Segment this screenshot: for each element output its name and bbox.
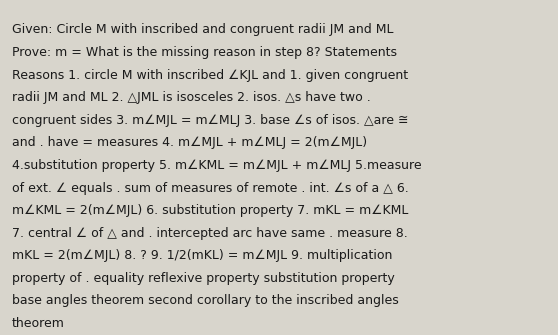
Text: theorem: theorem [12,317,65,330]
Text: m∠KML = 2(m∠MJL) 6. substitution property 7. mKL = m∠KML: m∠KML = 2(m∠MJL) 6. substitution propert… [12,204,408,217]
Text: Reasons 1. circle M with inscribed ∠KJL and 1. given congruent: Reasons 1. circle M with inscribed ∠KJL … [12,69,408,82]
Text: congruent sides 3. m∠MJL = m∠MLJ 3. base ∠s of isos. △are ≅: congruent sides 3. m∠MJL = m∠MLJ 3. base… [12,114,408,127]
Text: Given: Circle M with inscribed and congruent radii JM and ML: Given: Circle M with inscribed and congr… [12,23,393,37]
Text: 4.substitution property 5. m∠KML = m∠MJL + m∠MLJ 5.measure: 4.substitution property 5. m∠KML = m∠MJL… [12,159,422,172]
Text: property of . equality reflexive property substitution property: property of . equality reflexive propert… [12,272,395,285]
Text: radii JM and ML 2. △JML is isosceles 2. isos. △s have two .: radii JM and ML 2. △JML is isosceles 2. … [12,91,371,104]
Text: base angles theorem second corollary to the inscribed angles: base angles theorem second corollary to … [12,294,399,308]
Text: 7. central ∠ of △ and . intercepted arc have same . measure 8.: 7. central ∠ of △ and . intercepted arc … [12,227,408,240]
Text: and . have = measures 4. m∠MJL + m∠MLJ = 2(m∠MJL): and . have = measures 4. m∠MJL + m∠MLJ =… [12,136,367,149]
Text: mKL = 2(m∠MJL) 8. ? 9. 1/2(mKL) = m∠MJL 9. multiplication: mKL = 2(m∠MJL) 8. ? 9. 1/2(mKL) = m∠MJL … [12,249,392,262]
Text: of ext. ∠ equals . sum of measures of remote . int. ∠s of a △ 6.: of ext. ∠ equals . sum of measures of re… [12,182,409,195]
Text: Prove: m = What is the missing reason in step 8? Statements: Prove: m = What is the missing reason in… [12,46,397,59]
